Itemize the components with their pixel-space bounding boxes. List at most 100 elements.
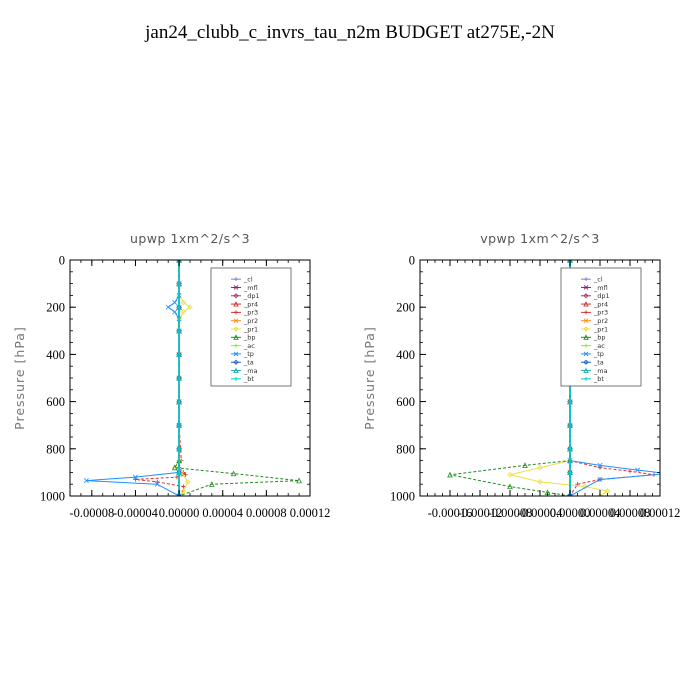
legend-marker [233, 359, 239, 365]
legend-marker [584, 310, 588, 315]
legend-entry: _bp [593, 334, 606, 342]
legend-entry: _ta [243, 359, 254, 367]
legend-marker [583, 285, 589, 290]
y-tick-label: 0 [409, 254, 415, 268]
data-point [176, 352, 182, 357]
y-axis-label: Pressure [hPa] [12, 326, 27, 430]
data-point [176, 493, 182, 496]
legend-marker [234, 310, 238, 315]
legend-entry: _pr2 [243, 317, 258, 325]
x-tick-label: 0.00000 [550, 506, 591, 520]
data-point [185, 479, 191, 485]
data-point [176, 399, 182, 404]
panel-title: upwp 1xm^2/s^3 [130, 231, 250, 246]
chart-panel-2: vpwp 1xm^2/s^3 Pressure [hPa] 0 200 400 600 80… [362, 231, 680, 520]
legend-marker [583, 367, 589, 373]
data-point [567, 470, 573, 475]
y-tick-label: 400 [46, 348, 65, 362]
legend-marker [583, 351, 589, 357]
y-tick-label: 800 [396, 442, 415, 456]
data-point [180, 488, 187, 495]
data-point [176, 328, 182, 333]
data-point [181, 484, 186, 489]
legend-entry: _pr4 [243, 300, 258, 308]
data-point [176, 305, 182, 310]
x-tick-label: 0.00012 [290, 506, 331, 520]
x-tick-label: -0.00008 [69, 506, 114, 520]
legend-entry: _cl [593, 275, 603, 283]
legend-entry: _ac [243, 342, 255, 350]
data-point [180, 299, 187, 306]
y-tick-label: 400 [396, 348, 415, 362]
legend-marker [584, 277, 588, 282]
legend-marker [233, 301, 239, 307]
data-point [83, 478, 89, 484]
legend-marker [233, 285, 239, 290]
data-point [132, 474, 138, 480]
x-tick-label: 0.00012 [640, 506, 681, 520]
y-tick-label: 1000 [40, 490, 65, 504]
legend-marker [584, 376, 588, 381]
legend-entry: _mfl [593, 284, 608, 292]
x-tick-label: -0.00004 [113, 506, 159, 520]
legend-marker [234, 376, 238, 381]
data-point [507, 471, 513, 478]
data-point [171, 464, 178, 471]
data-point [165, 304, 171, 310]
y-tick-label: 600 [46, 395, 65, 409]
data-point [597, 493, 603, 496]
data-point [567, 423, 573, 428]
legend-marker [583, 359, 589, 365]
data-point [447, 471, 453, 478]
legend-entry: _dp1 [593, 292, 610, 300]
data-point [187, 304, 193, 310]
legend-marker [584, 343, 588, 348]
y-tick-label: 0 [59, 254, 65, 268]
legend-marker [583, 301, 589, 307]
legend-marker [233, 367, 239, 373]
data-point [133, 477, 138, 482]
legend: _cl_mfl_dp1_pr4_pr3_pr2_pr1_bp_ac_tp_ta_… [560, 267, 642, 387]
data-point [567, 493, 573, 496]
chart-panel-1: upwp 1xm^2/s^3 Pressure [hPa] 0 200 400 600 80… [12, 231, 330, 520]
data-point [567, 493, 573, 496]
legend-box [210, 267, 292, 387]
data-point [176, 470, 182, 475]
data-point [507, 483, 513, 490]
x-tick-label: -0.00008 [488, 506, 533, 520]
legend: _cl_mfl_dp1_pr4_pr3_pr2_pr1_bp_ac_tp_ta_… [210, 267, 292, 387]
legend-entry: _dp1 [243, 292, 260, 300]
figure-title: jan24_clubb_c_invrs_tau_n2m BUDGET at275… [145, 22, 555, 43]
x-tick-label: 0.00008 [610, 506, 651, 520]
data-point [522, 462, 528, 468]
data-point [635, 467, 640, 473]
legend-entry: _pr1 [243, 325, 258, 333]
data-point [567, 399, 573, 404]
y-tick-label: 200 [46, 301, 65, 315]
legend-marker [583, 318, 589, 324]
legend-marker [583, 293, 589, 299]
data-point [172, 309, 178, 315]
legend-entry: _ta [593, 359, 604, 367]
legend-entry: _bt [593, 375, 604, 383]
data-point [537, 479, 543, 485]
data-point [627, 469, 633, 474]
legend-marker [233, 334, 239, 340]
data-point [230, 470, 237, 477]
data-point [176, 423, 182, 428]
legend-entry: _ac [593, 342, 605, 350]
data-point [180, 309, 187, 315]
x-tick-label: -0.00012 [458, 506, 503, 520]
legend-entry: _pr3 [243, 309, 258, 317]
data-point [154, 481, 160, 487]
legend-entry: _pr4 [593, 300, 608, 308]
data-point [665, 471, 669, 475]
x-tick-label: 0.00004 [202, 506, 243, 520]
data-point [582, 483, 588, 490]
data-point [176, 375, 182, 381]
legend-marker [233, 318, 239, 324]
legend-marker [583, 334, 589, 340]
data-point [172, 299, 178, 305]
